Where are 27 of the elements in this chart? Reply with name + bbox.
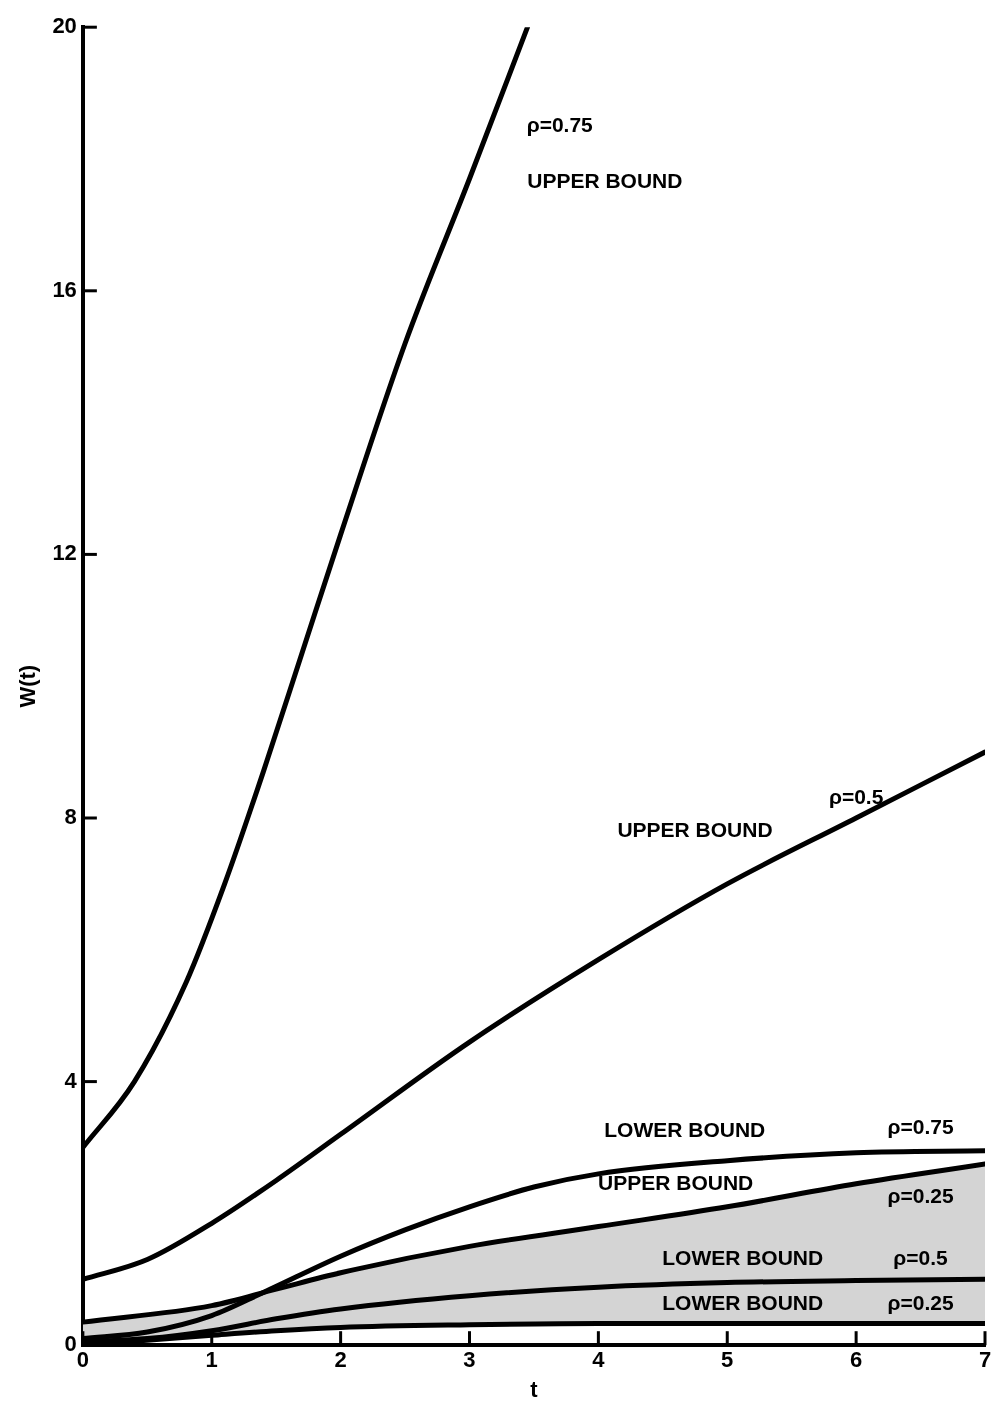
annotation: ρ=0.75: [887, 1114, 954, 1138]
annotation: UPPER BOUND: [617, 817, 773, 841]
annotation: ρ=0.25: [887, 1183, 954, 1207]
annotation: ρ=0.5: [828, 785, 884, 809]
y-axis-title: W(t): [15, 664, 41, 708]
y-tick-label: 0: [64, 1331, 77, 1357]
y-tick-label: 8: [64, 804, 77, 830]
y-tick-label: 16: [52, 276, 77, 302]
x-tick-label: 7: [978, 1347, 992, 1373]
x-tick-label: 2: [334, 1347, 347, 1373]
annotation: LOWER BOUND: [604, 1117, 766, 1141]
x-tick-label: 6: [850, 1347, 863, 1373]
annotation: ρ=0.75: [526, 112, 594, 136]
x-tick-label: 4: [592, 1347, 606, 1373]
x-tick-label: 3: [463, 1347, 476, 1373]
x-axis-title: t: [530, 1376, 539, 1402]
annotation: ρ=0.25: [887, 1291, 954, 1315]
y-tick-label: 4: [64, 1067, 78, 1093]
x-tick-label: 1: [205, 1347, 218, 1373]
annotation: LOWER BOUND: [662, 1246, 824, 1270]
y-tick-label: 12: [52, 540, 77, 566]
annotation: LOWER BOUND: [662, 1291, 824, 1315]
y-tick-label: 20: [52, 13, 77, 39]
annotation: UPPER BOUND: [527, 168, 683, 192]
annotation: ρ=0.5: [893, 1246, 949, 1270]
annotation: UPPER BOUND: [598, 1170, 754, 1194]
x-tick-label: 5: [721, 1347, 734, 1373]
